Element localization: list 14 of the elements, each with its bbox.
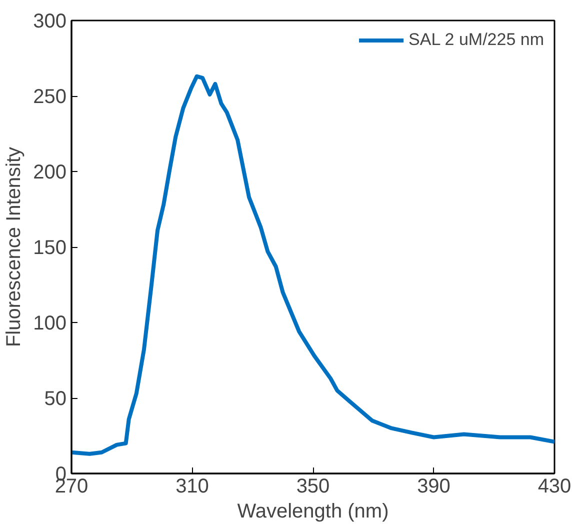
legend-label: SAL 2 uM/225 nm <box>408 30 544 50</box>
x-tick-label: 350 <box>296 476 330 498</box>
y-axis-title: Fluorescence Intensity <box>3 146 26 348</box>
line-series <box>72 74 554 456</box>
y-tick-label: 250 <box>33 86 67 108</box>
y-tick-label: 200 <box>33 162 67 184</box>
x-tick-label: 430 <box>538 476 572 498</box>
x-tick-label: 310 <box>176 476 209 498</box>
y-tick-label: 300 <box>33 10 67 32</box>
y-tick-label: 100 <box>33 312 67 334</box>
x-axis-title: Wavelength (nm) <box>237 500 389 522</box>
y-tick-label: 50 <box>44 388 67 410</box>
y-tick-label: 150 <box>33 237 67 259</box>
x-tick-label: 390 <box>417 476 450 498</box>
